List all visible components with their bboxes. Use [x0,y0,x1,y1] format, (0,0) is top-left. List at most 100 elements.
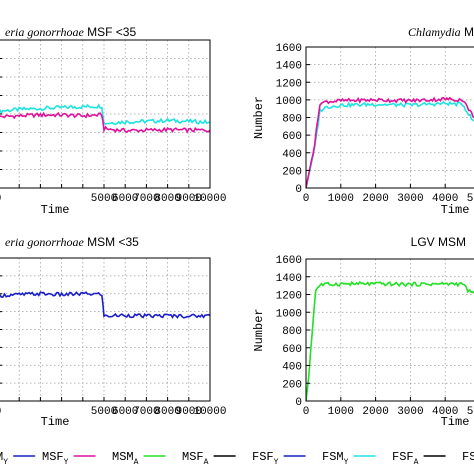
series-line-cyan [0,103,210,126]
chart-title: LGV MSM [411,235,466,249]
legend-label-base: M [0,450,3,464]
chart-panel-4: 0 1000 2000 3000 4000 5000 0 200 400 600 800 1000 12… [252,235,474,429]
x-axis-label: Time [441,203,470,217]
x-tick-label: 0 [303,193,310,205]
legend-label-base: FSM [462,450,474,464]
legend-label-sub: Y [344,458,349,467]
chart-title: eria gonorrhoae MSF <35 [5,25,136,39]
x-tick-label: 6000 [112,193,138,205]
x-tick-label: 10000 [193,193,226,205]
x-tick-label: 7000 [133,193,159,205]
chart-title-italic: eria gonorrhoae [5,235,84,249]
x-tick-label: 9000 [176,406,202,418]
x-axis-label: Time [41,415,70,429]
x-tick-label: 3000 [397,406,423,418]
x-tick-label: 6000 [112,406,138,418]
legend: MYMSFYMSMAMSFAFSFYFSMYFSFAFSMA [0,450,474,467]
legend-label-base: MSF [182,450,204,464]
legend-item: FSMY [322,450,376,467]
legend-label: MSFA [182,450,209,467]
chart-title-rest: LGV MSM [411,235,466,249]
legend-label-base: FSF [392,450,414,464]
x-tick-label: 2000 [362,193,388,205]
legend-label: MY [0,450,8,467]
y-tick-label: 0 [295,184,302,196]
legend-item: MY [0,450,36,467]
y-tick-label: 1600 [276,255,302,267]
legend-label-sub: A [204,458,209,467]
y-tick-label: 1400 [276,61,302,73]
legend-item: FSFA [392,450,446,467]
legend-label-base: FSM [322,450,344,464]
legend-item: MSFA [182,450,236,467]
y-tick-label: 400 [282,149,302,161]
x-tick-label: 5000 [467,406,474,418]
legend-label-base: MSM [112,450,134,464]
y-tick-label: 1200 [276,291,302,303]
legend-label-sub: Y [64,458,69,467]
legend-label: MSMA [112,450,139,467]
y-tick-label: 600 [282,344,302,356]
x-tick-label: 10000 [193,406,226,418]
chart-title-rest: MSF <35 [84,25,137,39]
x-tick-label: 0 [0,406,1,418]
x-tick-label: 8000 [154,193,180,205]
y-tick-label: 400 [282,362,302,374]
y-tick-label: 600 [282,131,302,143]
legend-label: MSFY [42,450,69,467]
legend-label-sub: A [414,458,419,467]
legend-item: FSFY [252,450,306,467]
y-tick-label: 200 [282,379,302,391]
legend-label: FSMA [462,450,474,467]
x-tick-label: 4000 [432,406,458,418]
x-tick-label: 7000 [133,406,159,418]
legend-label-sub: Y [3,458,8,467]
x-tick-label: 8000 [154,406,180,418]
x-tick-label: 9000 [176,193,202,205]
series-line-green [306,280,474,401]
chart-title-rest: MSM <35 [84,235,139,249]
y-tick-label: 800 [282,326,302,338]
legend-label: FSMY [322,450,349,467]
chart-panel-2: 0 1000 2000 3000 4000 5000 0 200 400 600 800 1000 12… [252,25,474,217]
x-tick-label: 0 [303,406,310,418]
legend-label-base: MSF [42,450,64,464]
x-tick-label: 5000 [467,193,474,205]
legend-item: MSMA [112,450,166,467]
legend-item: MSFY [42,450,96,467]
x-tick-label: 5000 [91,406,117,418]
y-tick-label: 0 [295,397,302,409]
x-tick-label: 0 [0,193,1,205]
y-axis-label: Number [252,308,266,351]
x-tick-label: 1000 [328,193,354,205]
legend-item: FSMA [462,450,474,467]
series-line-cyan [306,100,474,188]
y-tick-label: 1200 [276,78,302,90]
series-line-blue [0,291,210,319]
y-tick-label: 1000 [276,96,302,108]
legend-label-sub: Y [274,458,279,467]
series-line-magenta [306,96,474,188]
x-tick-label: 1000 [328,406,354,418]
x-axis-label: Time [441,415,470,429]
y-tick-label: 800 [282,114,302,126]
chart-title: Chlamydia M [408,25,474,39]
y-axis-label: Number [252,96,266,139]
legend-label: FSFA [392,450,419,467]
y-tick-label: 1600 [276,43,302,55]
legend-label: FSFY [252,450,279,467]
x-tick-label: 5000 [91,193,117,205]
chart-title: eria gonorrhoae MSM <35 [5,235,139,249]
y-tick-label: 200 [282,166,302,178]
x-tick-label: 4000 [432,193,458,205]
x-tick-label: 2000 [362,406,388,418]
y-tick-label: 1000 [276,308,302,320]
x-axis-label: Time [41,203,70,217]
legend-label-base: FSF [252,450,274,464]
legend-label-sub: A [134,458,139,467]
y-tick-label: 1400 [276,273,302,285]
chart-title-italic: eria gonorrhoae [5,25,84,39]
